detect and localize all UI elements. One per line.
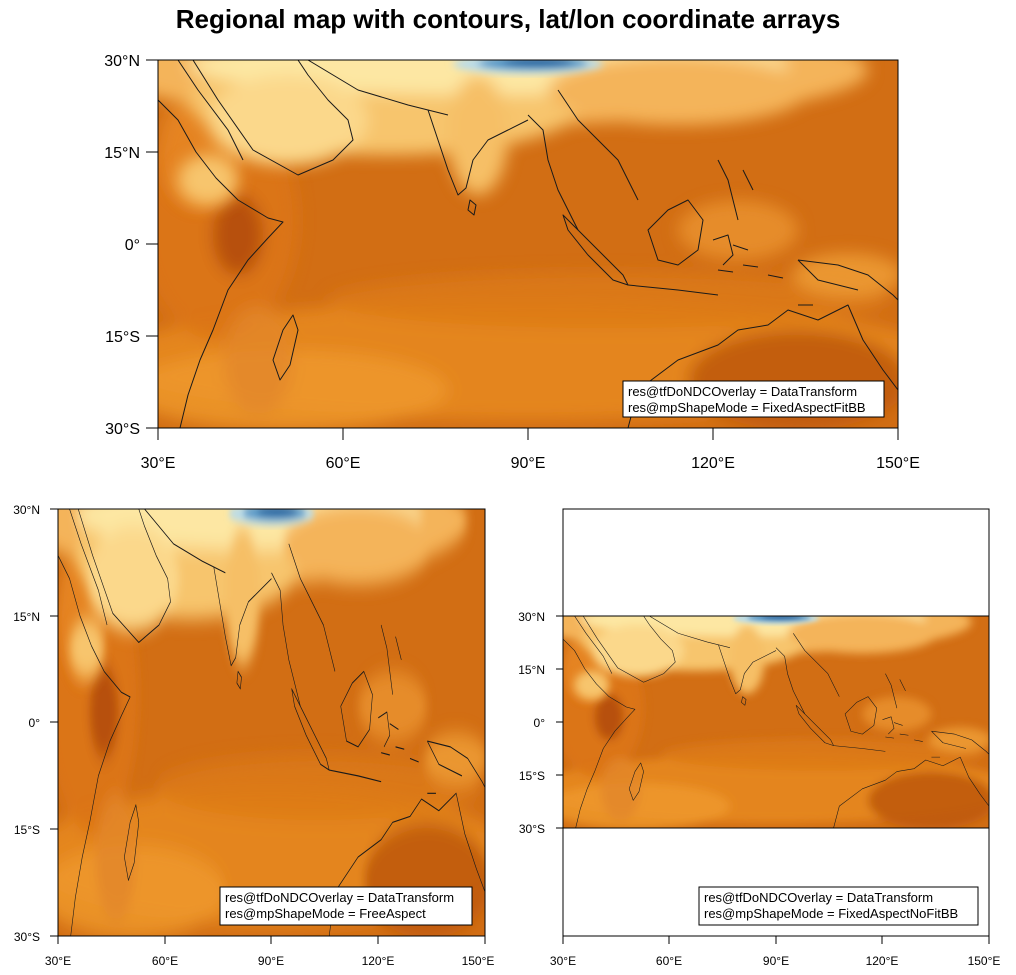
lat-label: 15°N: [104, 145, 140, 162]
lon-label: 90°E: [763, 954, 789, 968]
lat-label: 30°N: [518, 610, 545, 624]
lon-ticks: 30°E 60°E 90°E 120°E 150°E: [550, 936, 1000, 968]
legend-box: res@tfDoNDCOverlay = DataTransform res@m…: [219, 886, 473, 926]
lat-label: 30°S: [519, 822, 545, 836]
lon-label: 120°E: [691, 455, 735, 472]
lon-label: 150°E: [462, 954, 495, 968]
contour-field: [534, 590, 1016, 829]
legend-line: res@tfDoNDCOverlay = DataTransform: [628, 384, 857, 399]
lon-label: 120°E: [362, 954, 395, 968]
lon-label: 30°E: [45, 954, 71, 968]
lat-label: 0°: [125, 237, 140, 254]
lat-ticks: 30°N 15°N 0° 15°S 30°S: [104, 53, 158, 438]
lon-label: 90°E: [511, 455, 546, 472]
map-plot-bottom-right: [534, 590, 1016, 829]
legend-frame: [698, 886, 979, 926]
legend-frame: [219, 886, 473, 926]
lat-label: 30°S: [14, 930, 40, 944]
lon-label: 60°E: [152, 954, 178, 968]
lon-label: 120°E: [866, 954, 899, 968]
lat-ticks: 30°N 15°N 0° 15°S 30°S: [13, 503, 58, 944]
lon-label: 90°E: [258, 954, 284, 968]
lon-label: 150°E: [876, 455, 920, 472]
lat-label: 15°N: [518, 663, 545, 677]
lon-label: 30°E: [550, 954, 576, 968]
legend-box: res@tfDoNDCOverlay = DataTransform res@m…: [622, 380, 885, 418]
lat-label: 30°N: [104, 53, 140, 70]
lon-label: 30°E: [141, 455, 176, 472]
lat-label: 30°S: [105, 421, 140, 438]
legend-box: res@tfDoNDCOverlay = DataTransform res@m…: [698, 886, 979, 926]
page-title: Regional map with contours, lat/lon coor…: [175, 4, 841, 34]
lat-label: 0°: [534, 716, 546, 730]
lat-ticks: 30°N 15°N 0° 15°S 30°S: [518, 610, 563, 836]
lat-label: 15°N: [13, 610, 40, 624]
legend-line: res@tfDoNDCOverlay = DataTransform: [704, 890, 933, 905]
lat-label: 15°S: [105, 329, 140, 346]
legend-line: res@mpShapeMode = FixedAspectFitBB: [628, 400, 866, 415]
legend-frame: [622, 380, 885, 418]
lon-label: 60°E: [326, 455, 361, 472]
lat-label: 0°: [29, 716, 41, 730]
lat-label: 15°S: [14, 823, 40, 837]
lat-label: 15°S: [519, 769, 545, 783]
lat-label: 30°N: [13, 503, 40, 517]
lon-label: 150°E: [968, 954, 1001, 968]
lon-label: 60°E: [656, 954, 682, 968]
lon-ticks: 30°E 60°E 90°E 120°E 150°E: [45, 936, 494, 968]
lon-ticks: 30°E 60°E 90°E 120°E 150°E: [141, 428, 920, 472]
legend-line: res@mpShapeMode = FixedAspectNoFitBB: [704, 906, 958, 921]
legend-line: res@mpShapeMode = FreeAspect: [225, 906, 426, 921]
legend-line: res@tfDoNDCOverlay = DataTransform: [225, 890, 454, 905]
